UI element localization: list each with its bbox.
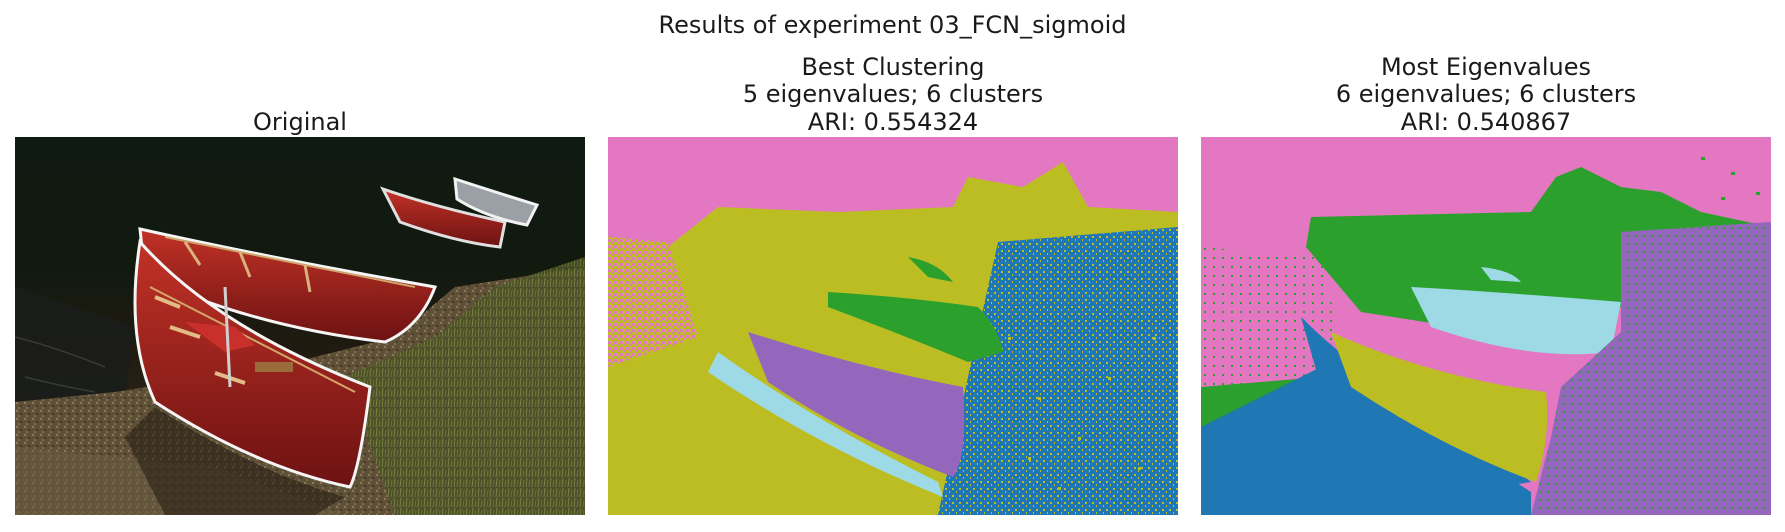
panel-title-line: Most Eigenvalues (1380, 52, 1592, 81)
panel-title-most: Most Eigenvalues 6 eigenvalues; 6 cluste… (1201, 52, 1771, 137)
panel-title-line: Best Clustering (801, 52, 985, 81)
panel-title-line: ARI: 0.540867 (1400, 107, 1572, 136)
image-original (15, 137, 585, 515)
panel-title-line: Original (253, 107, 347, 136)
panel-title-best: Best Clustering 5 eigenvalues; 6 cluster… (608, 52, 1178, 137)
panel-most: Most Eigenvalues 6 eigenvalues; 6 cluste… (1201, 0, 1771, 532)
panel-title-line: 5 eigenvalues; 6 clusters (742, 80, 1044, 108)
panel-original: Original (15, 0, 585, 532)
panel-title-original: Original (15, 107, 585, 137)
panel-title-line: 6 eigenvalues; 6 clusters (1335, 80, 1637, 108)
panel-title-line: ARI: 0.554324 (807, 107, 979, 136)
panel-best: Best Clustering 5 eigenvalues; 6 cluster… (608, 0, 1178, 532)
image-best-clustering (608, 137, 1178, 515)
image-most-eigenvalues (1201, 137, 1771, 515)
figure-suptitle: Results of experiment 03_FCN_sigmoid (658, 11, 1127, 39)
